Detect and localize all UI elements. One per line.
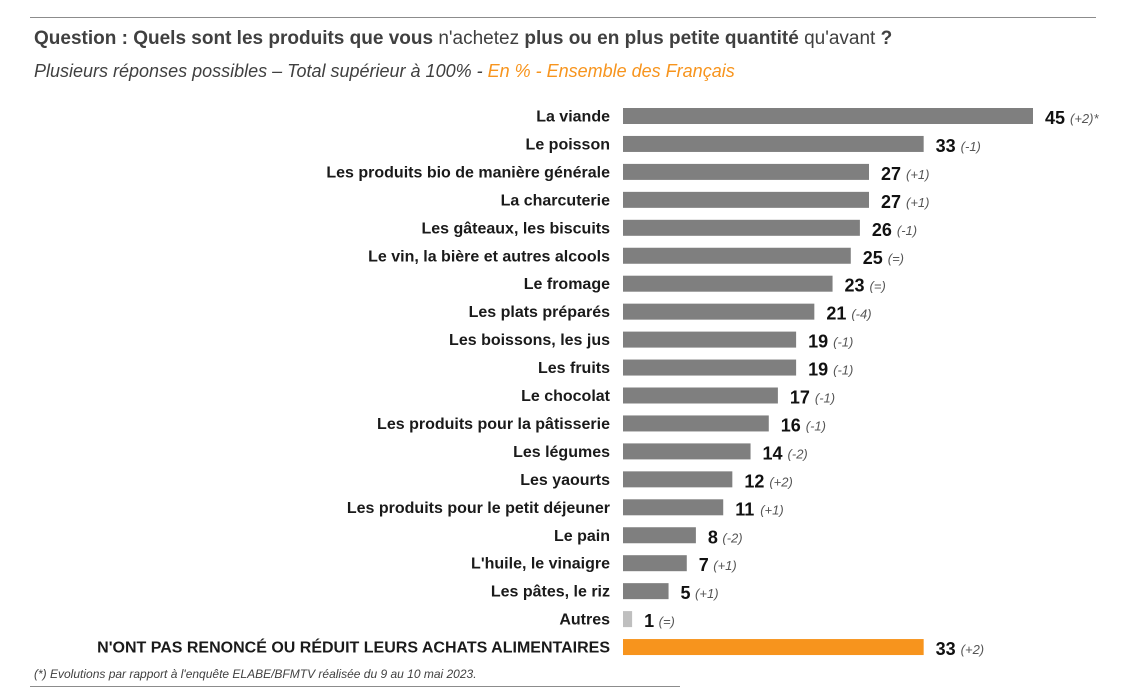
category-label: Les boissons, les jus	[449, 332, 610, 349]
evolution-label: (-1)	[897, 223, 917, 238]
value-label: 8	[708, 527, 718, 547]
value-label: 7	[699, 555, 709, 575]
category-label: La charcuterie	[501, 192, 610, 209]
bar	[623, 135, 924, 152]
bar	[623, 639, 924, 656]
bar	[623, 499, 724, 516]
evolution-label: (-1)	[833, 363, 853, 378]
value-label: 33	[936, 136, 956, 156]
value-label: 19	[808, 360, 828, 380]
category-label: Les produits pour le petit déjeuner	[347, 500, 610, 517]
category-label: Le chocolat	[521, 388, 611, 405]
value-label: 19	[808, 332, 828, 352]
value-label: 27	[881, 164, 901, 184]
bar	[623, 303, 815, 320]
category-label: Les gâteaux, les biscuits	[421, 220, 610, 237]
bar	[623, 527, 696, 544]
value-label: 23	[845, 276, 865, 296]
category-label: Les produits pour la pâtisserie	[377, 416, 610, 433]
bar	[623, 611, 633, 628]
bar	[623, 359, 797, 376]
evolution-label: (+2)*	[1070, 111, 1099, 126]
category-label: Les légumes	[513, 444, 610, 461]
category-label: N'ONT PAS RENONCÉ OU RÉDUIT LEURS ACHATS…	[97, 638, 610, 657]
bar	[623, 163, 869, 180]
value-label: 21	[826, 304, 846, 324]
category-label: Les plats préparés	[469, 304, 611, 321]
evolution-label: (=)	[870, 279, 886, 294]
value-label: 11	[735, 499, 754, 519]
category-label: La viande	[536, 109, 610, 126]
evolution-label: (-1)	[806, 418, 826, 433]
evolution-label: (+1)	[906, 195, 929, 210]
value-label: 16	[781, 415, 801, 435]
category-label: Le vin, la bière et autres alcools	[368, 248, 610, 265]
evolution-label: (=)	[659, 614, 675, 629]
bar	[623, 191, 869, 208]
evolution-label: (-1)	[833, 335, 853, 350]
bar	[623, 247, 851, 264]
value-label: 25	[863, 248, 883, 268]
bar	[623, 219, 860, 236]
evolution-label: (+1)	[906, 167, 929, 182]
footnote: (*) Evolutions par rapport à l'enquête E…	[34, 667, 477, 681]
evolution-label: (-1)	[815, 391, 835, 406]
evolution-label: (=)	[888, 251, 904, 266]
category-label: Les fruits	[538, 360, 610, 377]
value-label: 27	[881, 192, 901, 212]
category-label: Les produits bio de manière générale	[326, 164, 610, 181]
evolution-label: (+2)	[769, 474, 792, 489]
bar	[623, 471, 733, 488]
value-label: 14	[763, 443, 783, 463]
evolution-label: (+1)	[760, 502, 783, 517]
bar	[623, 331, 797, 348]
evolution-label: (+2)	[961, 642, 984, 657]
value-label: 12	[744, 471, 764, 491]
category-label: Le poisson	[526, 136, 610, 153]
bar	[623, 443, 751, 460]
bottom-divider	[30, 686, 680, 687]
category-label: Les yaourts	[520, 472, 610, 489]
value-label: 17	[790, 388, 810, 408]
value-label: 1	[644, 611, 654, 631]
bar	[623, 555, 687, 572]
evolution-label: (-2)	[722, 530, 742, 545]
evolution-label: (+1)	[695, 586, 718, 601]
value-label: 26	[872, 220, 892, 240]
bar	[623, 387, 778, 404]
bar	[623, 108, 1033, 124]
top-divider	[30, 17, 1096, 18]
value-label: 33	[936, 639, 956, 659]
category-label: L'huile, le vinaigre	[471, 556, 610, 573]
category-label: Le fromage	[524, 276, 610, 293]
category-label: Le pain	[554, 528, 610, 545]
chart-title: Question : Quels sont les produits que v…	[34, 28, 893, 49]
category-label: Autres	[559, 612, 610, 629]
bar	[623, 275, 833, 292]
evolution-label: (-4)	[851, 307, 871, 322]
category-label: Les pâtes, le riz	[491, 584, 610, 601]
evolution-label: (+1)	[713, 558, 736, 573]
evolution-label: (-1)	[961, 139, 981, 154]
bar	[623, 583, 669, 600]
bar	[623, 415, 769, 432]
value-label: 5	[681, 583, 691, 603]
value-label: 45	[1045, 108, 1065, 128]
evolution-label: (-2)	[788, 446, 808, 461]
chart-subtitle: Plusieurs réponses possibles – Total sup…	[34, 61, 735, 81]
